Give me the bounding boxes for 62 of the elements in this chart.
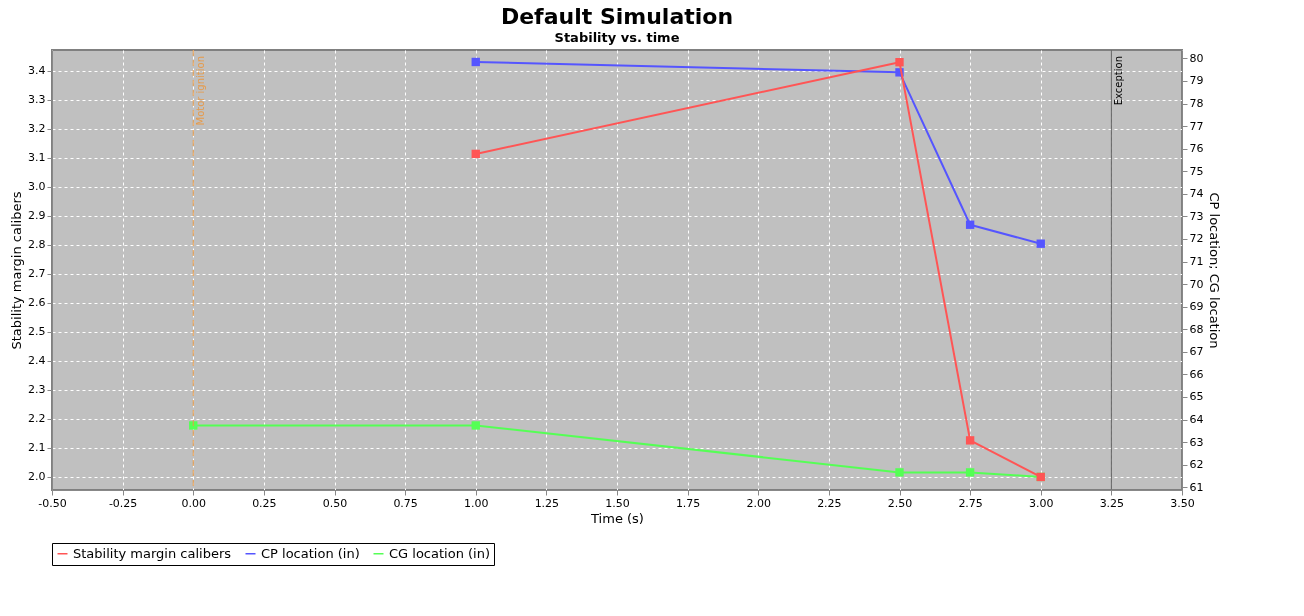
x-tick-label: 3.25 (1099, 496, 1125, 510)
chart-title: Default Simulation (500, 3, 734, 29)
y2-tick-label: 64 (1189, 413, 1204, 427)
y-tick-label: 3.4 (28, 64, 46, 78)
y-tick-label: 2.9 (28, 209, 46, 223)
legend-label: Stability margin calibers (73, 545, 232, 561)
y2-tick-label: 73 (1189, 209, 1204, 223)
y2-tick-label: 78 (1189, 97, 1204, 110)
y-tick-label: 2.1 (28, 441, 46, 455)
x-tick-label: 0.00 (181, 496, 206, 510)
x-tick-label: 2.75 (958, 496, 983, 510)
y-tick-label: 2.5 (28, 325, 46, 339)
x-tick-label: 2.00 (746, 496, 771, 510)
y-tick-label: 3.0 (28, 180, 46, 194)
x-tick-label: 3.00 (1029, 496, 1054, 510)
x-tick-label: -0.50 (38, 496, 67, 510)
x-tick-label: 0.50 (322, 496, 348, 510)
x-tick-label: 2.25 (817, 496, 842, 510)
ref-line-label: Motor ignition (195, 56, 207, 126)
y2-tick-label: 72 (1189, 232, 1204, 246)
y-axis-title: Stability margin calibers (9, 191, 25, 350)
y-tick-label: 2.6 (28, 296, 46, 310)
y2-tick-label: 79 (1189, 74, 1204, 88)
legend-label: CP location (in) (261, 545, 360, 561)
y-tick-label: 3.3 (28, 93, 46, 107)
x-tick-label: 2.50 (887, 496, 913, 510)
y2-tick-label: 66 (1189, 367, 1204, 381)
y2-tick-label: 69 (1189, 300, 1204, 314)
chart-subtitle: Stability vs. time (554, 29, 680, 45)
y2-tick-label: 71 (1189, 255, 1204, 269)
x-tick-label: 1.50 (605, 496, 630, 510)
x-tick-label: 1.75 (675, 496, 701, 510)
y2-tick-label: 77 (1189, 119, 1204, 133)
x-tick-label: 1.00 (464, 496, 489, 510)
x-tick-label: 3.50 (1170, 496, 1195, 510)
x-tick-label: -0.25 (108, 496, 138, 510)
y2-tick-label: 67 (1189, 345, 1204, 359)
y2-tick-label: 70 (1189, 277, 1204, 291)
y-tick-label: 2.3 (28, 383, 46, 397)
y2-axis-title: CP location; CG location (1207, 192, 1223, 349)
y2-tick-label: 63 (1189, 435, 1204, 449)
y-tick-label: 3.1 (28, 151, 46, 165)
ref-line-label: Exception (1113, 56, 1125, 106)
x-axis-title: Time (s) (590, 510, 644, 526)
x-tick-label: 1.25 (534, 496, 560, 510)
y2-tick-label: 75 (1189, 164, 1204, 178)
y-tick-label: 2.4 (28, 354, 46, 368)
x-tick-label: 0.25 (252, 496, 277, 510)
y-tick-label: 2.2 (28, 412, 46, 426)
y-tick-label: 2.7 (28, 267, 46, 281)
y2-tick-label: 65 (1189, 390, 1204, 404)
y2-tick-label: 62 (1189, 458, 1204, 472)
y-tick-label: 3.2 (28, 122, 46, 136)
y-tick-label: 2.0 (28, 470, 46, 484)
y-tick-label: 2.8 (28, 238, 46, 252)
legend-label: CG location (in) (389, 545, 490, 561)
y2-tick-label: 61 (1189, 480, 1204, 494)
y2-tick-label: 74 (1189, 187, 1204, 201)
y2-tick-label: 76 (1189, 142, 1204, 156)
y2-tick-label: 80 (1189, 51, 1204, 65)
x-tick-label: 0.75 (393, 496, 418, 510)
y2-tick-label: 68 (1189, 322, 1204, 336)
